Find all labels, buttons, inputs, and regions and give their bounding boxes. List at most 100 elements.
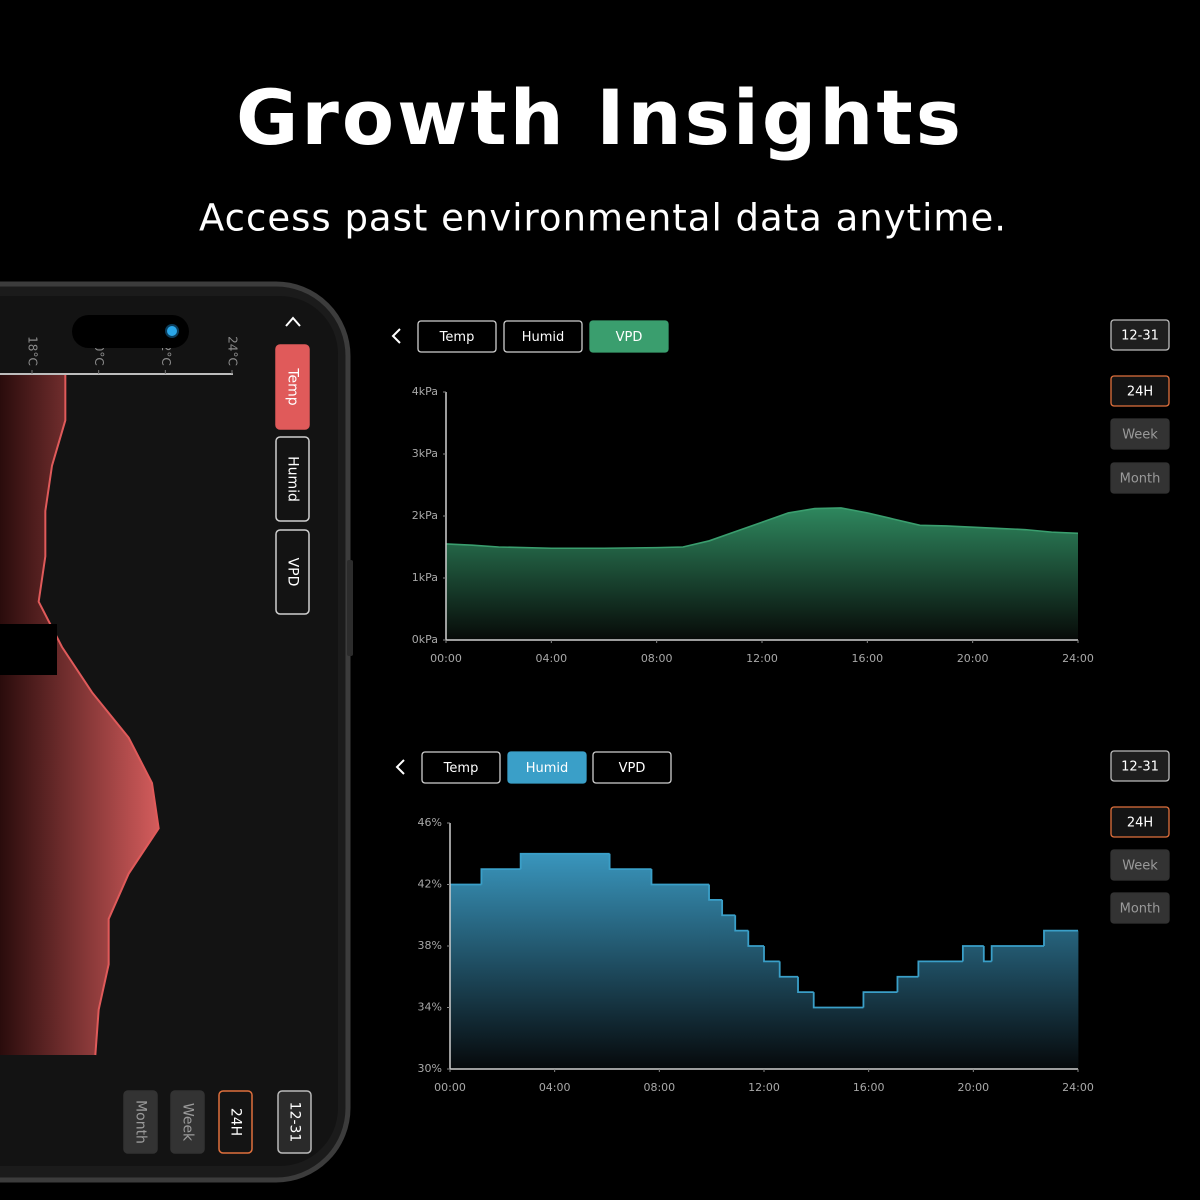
humid-line bbox=[519, 852, 610, 870]
button-label[interactable]: Week bbox=[180, 1103, 196, 1142]
temp-line bbox=[37, 375, 160, 1056]
y-tick-label: 2kPa bbox=[412, 509, 438, 522]
button[interactable] bbox=[1110, 849, 1170, 881]
button[interactable] bbox=[592, 751, 672, 784]
y-tick-label: 34% bbox=[418, 1001, 442, 1014]
humid-area bbox=[813, 1007, 864, 1069]
notch bbox=[72, 315, 189, 348]
x-tick-label: 16:00 bbox=[851, 652, 883, 665]
button-label[interactable]: Month bbox=[133, 1100, 149, 1144]
button[interactable] bbox=[417, 320, 497, 353]
humid-line bbox=[608, 853, 652, 871]
y-tick-label: 0kPa bbox=[412, 633, 438, 646]
button-label[interactable]: Month bbox=[1120, 472, 1161, 487]
humid-line bbox=[862, 991, 898, 1008]
humid-area bbox=[735, 930, 749, 1069]
button[interactable] bbox=[1110, 319, 1170, 351]
humid-line bbox=[734, 915, 749, 932]
y-tick-label: 4kPa bbox=[412, 385, 438, 398]
x-tick-label: 12:00 bbox=[746, 652, 778, 665]
button[interactable] bbox=[170, 1090, 205, 1154]
x-tick-label: 24:00 bbox=[1062, 652, 1094, 665]
collapse-icon[interactable] bbox=[285, 316, 301, 327]
x-tick-label: 08:00 bbox=[643, 1081, 675, 1094]
button-label[interactable]: Week bbox=[1122, 859, 1158, 874]
button[interactable] bbox=[275, 529, 310, 615]
humid-area bbox=[991, 946, 1045, 1069]
back-icon[interactable] bbox=[391, 328, 401, 344]
button-label[interactable]: VPD bbox=[285, 558, 301, 587]
humid-area bbox=[709, 899, 723, 1069]
humid-line bbox=[797, 976, 814, 994]
button-label[interactable]: 24H bbox=[1127, 385, 1153, 400]
humid-area bbox=[748, 946, 765, 1069]
button-label[interactable]: Week bbox=[1122, 428, 1158, 443]
y-tick-label: 3kPa bbox=[412, 447, 438, 460]
button-label[interactable]: 24H bbox=[1127, 816, 1153, 831]
button-label[interactable]: Temp bbox=[439, 330, 475, 345]
humid-area bbox=[764, 961, 781, 1069]
button-label[interactable]: VPD bbox=[616, 330, 643, 345]
humid-line bbox=[778, 961, 799, 978]
back-icon[interactable] bbox=[395, 759, 405, 775]
button[interactable] bbox=[1110, 806, 1170, 838]
button-label[interactable]: Humid bbox=[522, 330, 565, 345]
button-label[interactable]: VPD bbox=[619, 761, 646, 776]
button[interactable] bbox=[275, 344, 310, 430]
x-tick-label: 04:00 bbox=[535, 652, 567, 665]
humid-line bbox=[708, 884, 723, 901]
phone-side-button bbox=[347, 560, 353, 656]
humid-area bbox=[481, 869, 522, 1069]
vpd-area bbox=[446, 507, 1078, 640]
humid-area bbox=[897, 976, 919, 1069]
phone-content: 18°C 20°C 22°C 24°CTempHumidVPD12-3124HWeek… bbox=[0, 315, 312, 1154]
humid-area bbox=[609, 869, 652, 1069]
y-tick-label: 1kPa bbox=[412, 571, 438, 584]
button-label[interactable]: Humid bbox=[526, 761, 569, 776]
humid-line bbox=[917, 960, 963, 977]
humid-line bbox=[763, 946, 780, 963]
camera bbox=[165, 324, 179, 338]
button[interactable] bbox=[1110, 892, 1170, 924]
button-label[interactable]: 12-31 bbox=[287, 1102, 303, 1143]
humid-area bbox=[918, 961, 964, 1069]
button-label[interactable]: Month bbox=[1120, 902, 1161, 917]
humid-line bbox=[650, 869, 710, 886]
button[interactable] bbox=[277, 1090, 312, 1154]
humid-area bbox=[651, 884, 710, 1069]
humid-line bbox=[812, 992, 864, 1009]
button[interactable] bbox=[218, 1090, 253, 1154]
button[interactable] bbox=[589, 320, 669, 353]
button[interactable] bbox=[1110, 418, 1170, 450]
button[interactable] bbox=[421, 751, 501, 784]
button[interactable] bbox=[503, 320, 583, 353]
humid-line bbox=[961, 945, 984, 962]
button-label[interactable]: 24H bbox=[228, 1108, 244, 1136]
y-tick-label: 46% bbox=[418, 816, 442, 829]
title: Growth Insights bbox=[236, 73, 964, 162]
y-tick-label: 42% bbox=[418, 878, 442, 891]
button-label[interactable]: Temp bbox=[285, 367, 301, 405]
x-tick-label: 16:00 bbox=[853, 1081, 885, 1094]
humid-line bbox=[1043, 929, 1078, 946]
x-tick-label: 00:00 bbox=[434, 1081, 466, 1094]
button[interactable] bbox=[507, 751, 587, 784]
button-label[interactable]: 12-31 bbox=[1121, 329, 1159, 344]
button[interactable] bbox=[1110, 750, 1170, 782]
button[interactable] bbox=[1110, 375, 1170, 407]
button[interactable] bbox=[123, 1090, 158, 1154]
humid-area bbox=[798, 992, 815, 1069]
y-tick-label: 30% bbox=[418, 1062, 442, 1075]
button[interactable] bbox=[1110, 462, 1170, 494]
x-tick-label: 24:00 bbox=[1062, 1081, 1094, 1094]
button[interactable] bbox=[275, 436, 310, 522]
humid-line bbox=[982, 946, 992, 963]
humid-line bbox=[896, 975, 919, 993]
x-tick-label: 08:00 bbox=[641, 652, 673, 665]
button-label[interactable]: Temp bbox=[443, 761, 479, 776]
subtitle: Access past environmental data anytime. bbox=[199, 197, 1007, 240]
button-label[interactable]: 12-31 bbox=[1121, 760, 1159, 775]
button-label[interactable]: Humid bbox=[285, 456, 301, 502]
